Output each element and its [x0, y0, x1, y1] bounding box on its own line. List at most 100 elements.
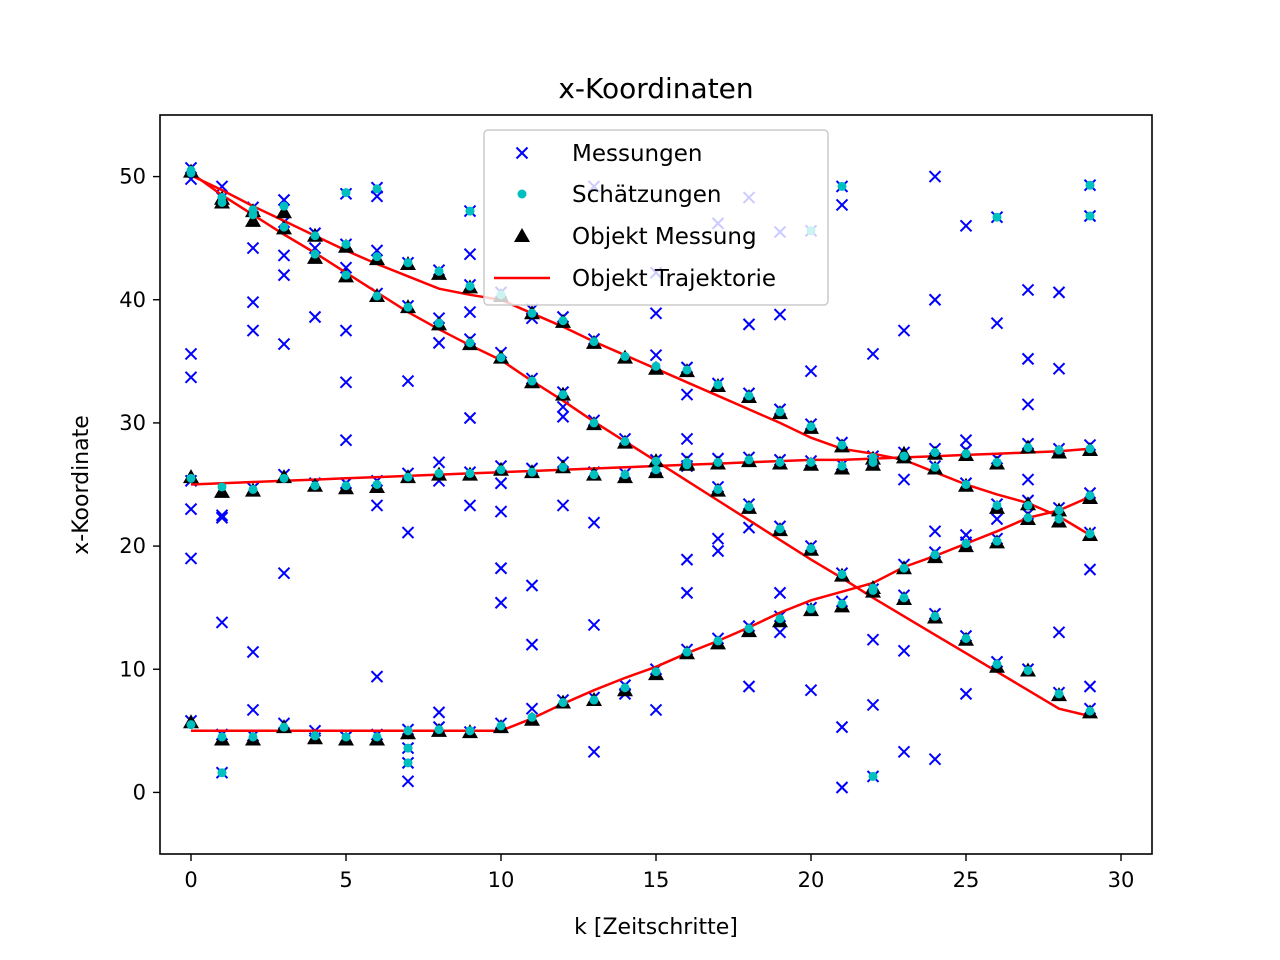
measurement-point	[928, 525, 942, 538]
estimate-point	[651, 667, 661, 677]
y-tick-label: 50	[119, 165, 146, 189]
measurement-point	[525, 638, 539, 651]
estimate-point	[961, 633, 971, 643]
estimate-point	[806, 457, 816, 467]
estimate-point	[248, 732, 258, 742]
estimate-point	[465, 206, 475, 216]
estimate-point	[744, 391, 754, 401]
estimate-point	[775, 524, 785, 534]
measurement-point	[990, 512, 1004, 526]
measurement-point	[246, 241, 260, 255]
estimate-point	[558, 698, 568, 708]
measurement-point	[1052, 626, 1066, 639]
estimate-point	[279, 201, 289, 211]
y-tick-label: 30	[119, 411, 146, 435]
measurement-point	[928, 293, 942, 306]
measurement-point	[494, 596, 508, 609]
legend-label-object-measurement: Objekt Messung	[572, 224, 757, 250]
measurement-point	[494, 562, 508, 575]
measurement-point	[556, 410, 570, 423]
estimate-point	[899, 451, 909, 461]
y-tick-label: 10	[119, 657, 146, 681]
estimate-point	[961, 539, 971, 549]
measurement-point	[215, 509, 229, 522]
estimate-point	[992, 212, 1002, 222]
chart-title: x-Koordinaten	[558, 72, 753, 105]
estimate-point	[930, 462, 940, 472]
measurement-point	[556, 499, 570, 512]
estimate-point	[620, 683, 630, 693]
estimate-point	[186, 720, 196, 730]
measurement-point	[184, 371, 198, 384]
measurement-point	[432, 336, 446, 350]
measurement-point	[401, 374, 415, 388]
estimate-point	[1085, 180, 1095, 190]
measurement-point	[246, 645, 260, 659]
estimate-point	[620, 436, 630, 446]
estimate-point	[992, 500, 1002, 510]
estimate-point	[589, 418, 599, 428]
measurement-point	[680, 432, 694, 446]
x-tick-label: 25	[953, 868, 980, 892]
estimate-point	[899, 563, 909, 573]
estimate-point	[372, 732, 382, 742]
estimate-point	[744, 502, 754, 512]
measurement-point	[649, 348, 663, 362]
estimate-point	[744, 455, 754, 465]
estimate-point	[1085, 444, 1095, 454]
measurement-point	[277, 268, 291, 282]
measurement-point	[835, 781, 849, 794]
estimate-point	[310, 481, 320, 491]
measurement-point	[339, 433, 353, 447]
measurement-point	[215, 180, 229, 193]
estimate-point	[1085, 706, 1095, 716]
estimate-point	[1023, 665, 1033, 675]
estimate-point	[403, 472, 413, 482]
estimate-point	[217, 482, 227, 492]
legend-label-object-trajectory: Objekt Trajektorie	[572, 266, 776, 292]
measurement-point	[1021, 398, 1035, 411]
measurement-point	[370, 670, 384, 683]
estimate-point	[1085, 211, 1095, 221]
measurement-point	[494, 505, 508, 518]
estimate-point	[775, 457, 785, 467]
estimate-point	[651, 456, 661, 466]
estimate-point	[1023, 513, 1033, 523]
estimate-point	[837, 569, 847, 579]
measurement-point	[370, 190, 384, 203]
measurement-point	[370, 499, 384, 512]
measurement-point	[184, 502, 198, 516]
measurement-point	[928, 752, 942, 766]
plot-layer	[183, 161, 1098, 794]
estimate-point	[217, 732, 227, 742]
estimate-point	[682, 457, 692, 467]
estimate-point	[1054, 505, 1064, 515]
measurement-point	[866, 633, 880, 646]
estimate-point	[589, 470, 599, 480]
legend-label-measurements: Messungen	[572, 141, 702, 167]
measurement-point	[959, 687, 973, 701]
estimate-point	[527, 467, 537, 477]
estimate-point	[403, 758, 413, 768]
estimate-point	[1054, 445, 1064, 455]
estimate-point	[558, 316, 568, 326]
estimate-point	[961, 449, 971, 459]
measurement-point	[680, 553, 694, 566]
estimate-point	[682, 365, 692, 375]
y-axis-label: x-Koordinate	[69, 415, 94, 555]
x-tick-label: 0	[184, 868, 197, 892]
legend-marker-object-measurement	[514, 228, 530, 242]
estimate-point	[1085, 491, 1095, 501]
estimate-point	[806, 544, 816, 554]
estimate-point	[341, 188, 351, 198]
estimate-point	[1054, 514, 1064, 524]
estimate-point	[403, 743, 413, 753]
x-tick-label: 15	[643, 868, 670, 892]
measurement-point	[215, 511, 229, 524]
measurement-point	[494, 477, 508, 490]
measurement-point	[246, 324, 260, 337]
x-axis-label: k [Zeitschritte]	[574, 915, 738, 940]
estimate-point	[465, 281, 475, 291]
measurement-point	[866, 698, 880, 712]
